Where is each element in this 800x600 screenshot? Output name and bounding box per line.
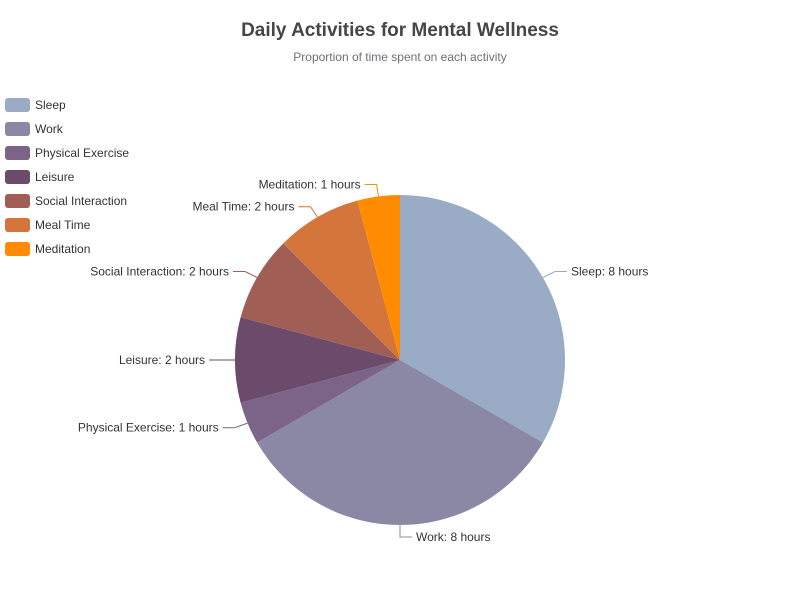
leader-line-meditation	[364, 184, 379, 197]
slice-label-social-interaction: Social Interaction: 2 hours	[90, 265, 229, 279]
legend-swatch	[5, 218, 30, 232]
pie-slice-leisure[interactable]	[235, 317, 400, 403]
pie-slices	[235, 195, 565, 525]
legend-label: Meal Time	[35, 218, 91, 232]
legend-item-social-interaction[interactable]: Social Interaction	[5, 189, 129, 213]
pie-slice-meal-time[interactable]	[283, 200, 400, 360]
pie-slice-work[interactable]	[257, 360, 543, 525]
leader-line-sleep	[542, 271, 568, 278]
legend-label: Meditation	[35, 242, 91, 256]
pie-slice-sleep[interactable]	[400, 195, 565, 443]
legend-swatch	[5, 98, 30, 112]
legend-item-physical-exercise[interactable]: Physical Exercise	[5, 141, 129, 165]
legend-item-meal-time[interactable]: Meal Time	[5, 213, 129, 237]
legend-swatch	[5, 242, 30, 256]
legend-swatch	[5, 146, 30, 160]
pie-slice-physical-exercise[interactable]	[240, 360, 400, 443]
leader-line-work	[399, 525, 412, 538]
legend-label: Sleep	[35, 98, 66, 112]
slice-label-meditation: Meditation: 1 hours	[259, 178, 361, 192]
leader-line-social-interaction	[232, 271, 258, 278]
leader-line-meal-time	[298, 206, 318, 218]
legend-item-leisure[interactable]: Leisure	[5, 165, 129, 189]
label-leaders	[209, 184, 568, 538]
slice-label-meal-time: Meal Time: 2 hours	[192, 200, 294, 214]
slice-label-sleep: Sleep: 8 hours	[571, 265, 648, 279]
slice-label-physical-exercise: Physical Exercise: 1 hours	[78, 421, 219, 435]
legend-item-sleep[interactable]: Sleep	[5, 93, 129, 117]
chart-title: Daily Activities for Mental Wellness	[241, 20, 559, 41]
slice-label-leisure: Leisure: 2 hours	[119, 353, 205, 367]
legend-item-work[interactable]: Work	[5, 117, 129, 141]
legend: Sleep Work Physical Exercise Leisure Soc…	[5, 93, 129, 261]
legend-label: Social Interaction	[35, 194, 128, 208]
legend-label: Physical Exercise	[35, 146, 130, 160]
legend-swatch	[5, 122, 30, 136]
legend-label: Leisure	[35, 170, 75, 184]
slice-labels: Sleep: 8 hours Work: 8 hours Physical Exer…	[78, 178, 649, 544]
legend-swatch	[5, 194, 30, 208]
pie-slice-meditation[interactable]	[357, 195, 400, 360]
leader-line-physical-exercise	[222, 422, 248, 429]
legend-swatch	[5, 170, 30, 184]
pie-slice-social-interaction[interactable]	[240, 243, 400, 360]
slice-label-work: Work: 8 hours	[416, 530, 490, 544]
legend-label: Work	[35, 122, 63, 136]
chart-subtitle: Proportion of time spent on each activit…	[293, 50, 507, 64]
legend-item-meditation[interactable]: Meditation	[5, 237, 129, 261]
